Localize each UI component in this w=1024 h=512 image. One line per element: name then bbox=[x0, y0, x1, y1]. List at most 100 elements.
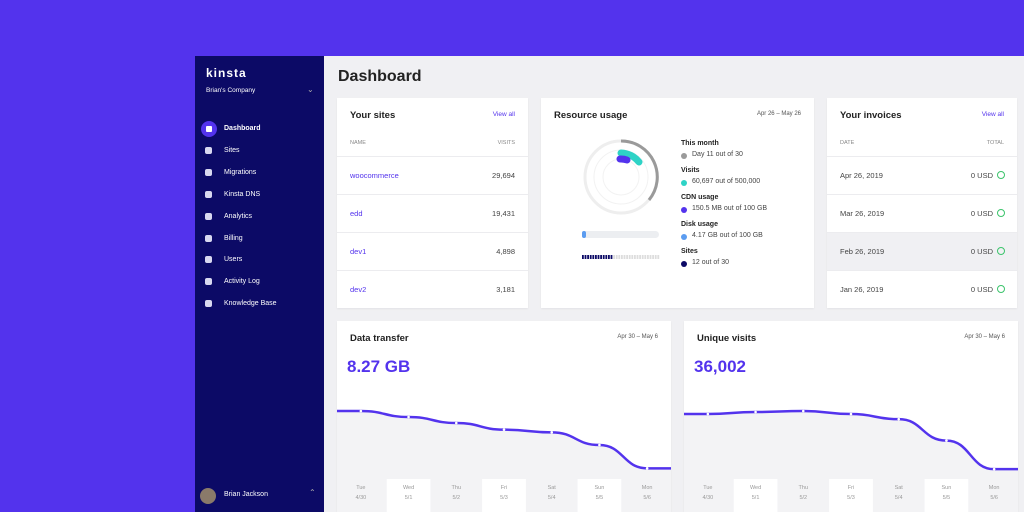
point bbox=[598, 443, 601, 447]
usage-dot bbox=[681, 261, 687, 267]
row-divider bbox=[337, 194, 528, 195]
column-header: DATE bbox=[840, 140, 855, 146]
date-range: Apr 30 – May 6 bbox=[964, 334, 1005, 340]
site-dot bbox=[600, 255, 602, 259]
column-header: TOTAL bbox=[986, 140, 1004, 146]
site-dot bbox=[595, 255, 597, 259]
site-dot bbox=[597, 255, 600, 259]
cell: 19,431 bbox=[492, 209, 515, 218]
menu-icon bbox=[205, 168, 212, 176]
usage-dot bbox=[681, 234, 687, 240]
line-chart: Tue 4/30 Wed 5/1 Thu 5/2 Fri 5/3 Sat 5/4 Sun 5/5 Mon… bbox=[337, 409, 671, 512]
date-label: 5/1 bbox=[752, 495, 760, 501]
day-label: Mon bbox=[989, 485, 1000, 491]
point bbox=[897, 417, 901, 421]
menu-item[interactable]: Analytics bbox=[224, 212, 253, 220]
day-label: Thu bbox=[799, 485, 808, 491]
menu-icon bbox=[206, 126, 212, 132]
invoices-card: Your invoices View all DATE TOTAL Apr 26… bbox=[827, 98, 1017, 308]
site-dot bbox=[639, 255, 641, 259]
day-label: Sat bbox=[548, 485, 557, 491]
paid-icon bbox=[997, 171, 1005, 179]
usage-label: Disk usage bbox=[681, 221, 718, 228]
site-dot bbox=[634, 255, 636, 259]
menu-item[interactable]: Knowledge Base bbox=[224, 300, 277, 308]
day-label: Wed bbox=[403, 485, 414, 491]
date-label: 5/3 bbox=[500, 495, 508, 501]
date-label: 4/30 bbox=[702, 495, 713, 501]
usage-dot bbox=[681, 180, 687, 186]
day-column bbox=[482, 479, 526, 512]
site-dot bbox=[628, 255, 631, 259]
progress-fill bbox=[582, 231, 586, 238]
main: Dashboard Your sites View all NAME VISIT… bbox=[324, 56, 1024, 512]
menu-icon bbox=[205, 278, 212, 286]
view-all[interactable]: View all bbox=[492, 111, 515, 118]
site-dot bbox=[641, 255, 644, 259]
point bbox=[407, 415, 410, 419]
day-label: Wed bbox=[750, 485, 761, 491]
day-label: Fri bbox=[501, 485, 507, 491]
cell: Mar 26, 2019 bbox=[840, 209, 885, 218]
point bbox=[945, 439, 948, 442]
point bbox=[754, 410, 757, 414]
column-header: NAME bbox=[350, 140, 366, 146]
site-dot bbox=[605, 255, 608, 259]
user-name[interactable]: Brian Jackson bbox=[224, 491, 268, 498]
menu-item[interactable]: Sites bbox=[224, 146, 240, 154]
ring-arc bbox=[620, 139, 659, 201]
point bbox=[849, 412, 853, 416]
day-column bbox=[829, 479, 873, 512]
day-column bbox=[733, 479, 778, 512]
progress-track bbox=[582, 231, 659, 238]
usage-label: CDN usage bbox=[681, 194, 719, 201]
cell[interactable]: edd bbox=[350, 209, 363, 218]
date-label: 5/5 bbox=[596, 495, 604, 501]
row-divider bbox=[827, 156, 1017, 157]
row-highlight bbox=[827, 232, 1017, 270]
card-title: Data transfer bbox=[350, 333, 409, 344]
chevron[interactable]: ⌃ bbox=[309, 488, 316, 497]
menu-item[interactable]: Migrations bbox=[224, 168, 257, 176]
site-dot bbox=[631, 255, 634, 259]
site-dot bbox=[636, 255, 639, 259]
usage-label: Visits bbox=[681, 167, 700, 174]
menu-icon bbox=[205, 146, 212, 154]
site-dot bbox=[654, 255, 657, 259]
cell: Jan 26, 2019 bbox=[840, 285, 884, 294]
resource-card: Resource usage Apr 26 – May 26 This mont… bbox=[541, 98, 814, 308]
site-dot bbox=[587, 255, 589, 259]
view-all[interactable]: View all bbox=[981, 111, 1004, 118]
usage-label: This month bbox=[681, 140, 719, 147]
cell[interactable]: dev1 bbox=[350, 247, 367, 256]
cell: 3,181 bbox=[496, 285, 515, 294]
day-column bbox=[386, 479, 431, 512]
usage-dot bbox=[681, 153, 687, 159]
cell: Apr 26, 2019 bbox=[840, 171, 883, 180]
site-dot bbox=[610, 255, 613, 259]
site-dot bbox=[623, 255, 626, 259]
company[interactable]: Brian's Company bbox=[206, 87, 256, 94]
day-label: Fri bbox=[848, 485, 854, 491]
usage-dot bbox=[681, 207, 687, 213]
date-label: 5/4 bbox=[548, 495, 556, 501]
cell[interactable]: dev2 bbox=[350, 285, 367, 294]
row-divider bbox=[827, 232, 1017, 233]
usage-detail: 150.5 MB out of 100 GB bbox=[692, 205, 768, 212]
menu-item[interactable]: Activity Log bbox=[224, 278, 260, 286]
total: 36,002 bbox=[694, 357, 746, 376]
day-label: Mon bbox=[642, 485, 653, 491]
chevron[interactable]: ⌄ bbox=[307, 85, 314, 94]
cell: 0 USD bbox=[970, 209, 993, 218]
menu-item[interactable]: Kinsta DNS bbox=[224, 190, 261, 198]
menu-item[interactable]: Users bbox=[224, 256, 243, 264]
menu-item[interactable]: Billing bbox=[224, 234, 243, 242]
page-title: Dashboard bbox=[338, 68, 422, 85]
logo[interactable]: kinsta bbox=[206, 66, 247, 80]
cell[interactable]: woocommerce bbox=[350, 171, 399, 180]
paid-icon bbox=[997, 247, 1005, 255]
date-label: 5/4 bbox=[895, 495, 903, 501]
point bbox=[502, 428, 506, 431]
menu-item[interactable]: Dashboard bbox=[224, 125, 261, 132]
